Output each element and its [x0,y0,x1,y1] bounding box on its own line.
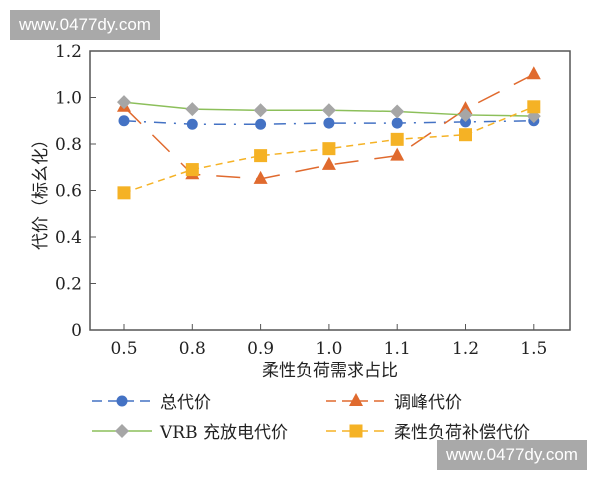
legend-item: 调峰代价 [326,388,462,413]
data-point [322,142,336,156]
data-point [185,102,200,117]
x-tick-label: 1.5 [520,339,547,359]
data-point [459,128,472,142]
data-point [390,132,404,146]
series-2 [117,95,541,124]
legend-swatch [326,392,386,406]
x-tick-label: 1.0 [315,339,342,359]
data-point [253,103,268,118]
legend-marker [116,395,128,406]
legend-item: 总代价 [92,388,211,413]
data-point [390,147,405,161]
x-tick-label: 0.8 [179,339,206,359]
series-0 [118,115,540,130]
y-tick-label: 0.6 [55,182,82,202]
data-point [321,103,336,118]
y-tick-label: 0.2 [55,275,82,295]
y-axis-label: 代价（标幺化） [31,131,51,250]
x-tick-label: 0.5 [110,339,137,359]
data-point [254,149,268,163]
watermark-bottom: www.0477dy.com [437,440,587,470]
y-tick-label: 1.0 [55,89,82,109]
data-point [185,163,199,177]
legend-marker [349,424,363,437]
data-point [323,117,335,129]
legend-label: 总代价 [160,393,211,413]
legend-item: 柔性负荷补偿代价 [326,418,530,443]
legend-label: VRB 充放电代价 [160,423,288,443]
legend-label: 调峰代价 [394,393,462,413]
legend-swatch [92,423,152,438]
data-point [117,95,131,110]
data-point [253,170,268,184]
x-tick-label: 0.9 [247,339,274,359]
y-tick-label: 1.2 [55,42,82,62]
data-point [391,117,403,129]
data-point [458,107,473,122]
x-tick-label: 1.2 [452,339,479,359]
legend-swatch [326,424,386,437]
data-point [390,104,405,119]
y-tick-label: 0.8 [55,135,82,155]
data-point [321,156,336,170]
x-axis-label: 柔性负荷需求占比 [262,361,398,381]
data-point [117,186,131,200]
data-point [255,118,267,130]
legend-marker [349,392,363,406]
y-tick-label: 0 [71,321,82,341]
data-point [526,66,541,80]
legend-swatch [92,395,152,406]
legend-label: 柔性负荷补偿代价 [394,423,530,443]
data-point [186,118,198,130]
x-tick-label: 1.1 [384,339,411,359]
data-point [527,100,541,114]
data-point [118,115,130,127]
legend-marker [115,423,129,438]
series-3 [117,100,541,200]
watermark-top: www.0477dy.com [10,10,160,40]
legend-item: VRB 充放电代价 [92,418,288,443]
y-tick-label: 0.4 [55,228,82,248]
data-point [458,101,473,115]
